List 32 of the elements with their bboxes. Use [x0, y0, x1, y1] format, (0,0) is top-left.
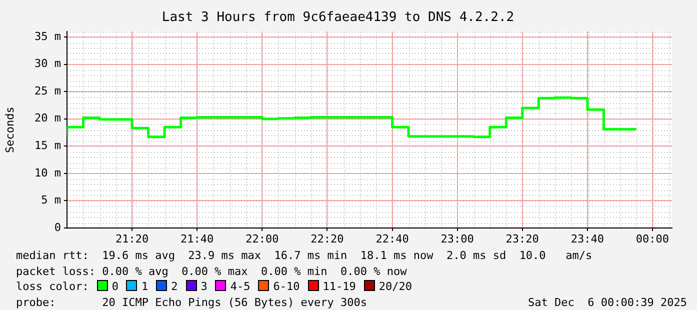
- text: median rtt: 19.6 ms avg 23.9 ms max 16.7 ms min 18.1 ms now 2.0 ms sd 10.0 am/s: [16, 249, 592, 262]
- legend-label: 6-10: [273, 280, 300, 293]
- y-axis-title: Seconds: [3, 106, 16, 153]
- x-tick-label: 23:00: [440, 232, 474, 246]
- chart-title: Last 3 Hours from 9c6faeae4139 to DNS 4.2.2.2: [162, 10, 514, 26]
- legend-label: 4-5: [230, 280, 250, 293]
- y-tick-label: 35 m: [34, 30, 62, 43]
- y-tick-label: 20 m: [34, 112, 62, 125]
- legend-label: 20/20: [378, 280, 412, 293]
- legend-title: loss color:: [16, 280, 89, 293]
- y-tick-label: 0: [54, 220, 61, 234]
- text: probe: 20 ICMP Echo Pings (56 Bytes) every 300s: [16, 296, 367, 308]
- legend-label: 0: [112, 280, 118, 293]
- x-tick-label: 23:40: [570, 232, 604, 246]
- legend-label: 11-19: [322, 280, 356, 293]
- text: Sat Dec 6 00:00:39 2025: [528, 296, 687, 308]
- x-tick-label: 22:40: [376, 232, 409, 246]
- y-tick-label: 5 m: [41, 194, 62, 207]
- x-tick-label: 22:00: [246, 232, 279, 246]
- x-tick-label: 23:20: [506, 232, 539, 246]
- x-tick-label: 22:20: [310, 232, 344, 246]
- y-tick-label: 30 m: [34, 57, 62, 70]
- legend-label: 3: [200, 280, 208, 293]
- y-tick-label: 25 m: [34, 84, 62, 98]
- x-tick-label: 21:20: [115, 232, 149, 246]
- text: packet loss: 0.00 % avg 0.00 % max 0.00 % min 0.00 % now: [16, 264, 407, 278]
- y-tick-label: 15 m: [34, 139, 62, 152]
- legend-label: 1: [141, 280, 148, 293]
- legend-label: 2: [171, 280, 178, 293]
- y-tick-label: 10 m: [34, 166, 62, 180]
- x-tick-label: 21:40: [180, 232, 214, 246]
- x-tick-label: 00:00: [636, 232, 670, 246]
